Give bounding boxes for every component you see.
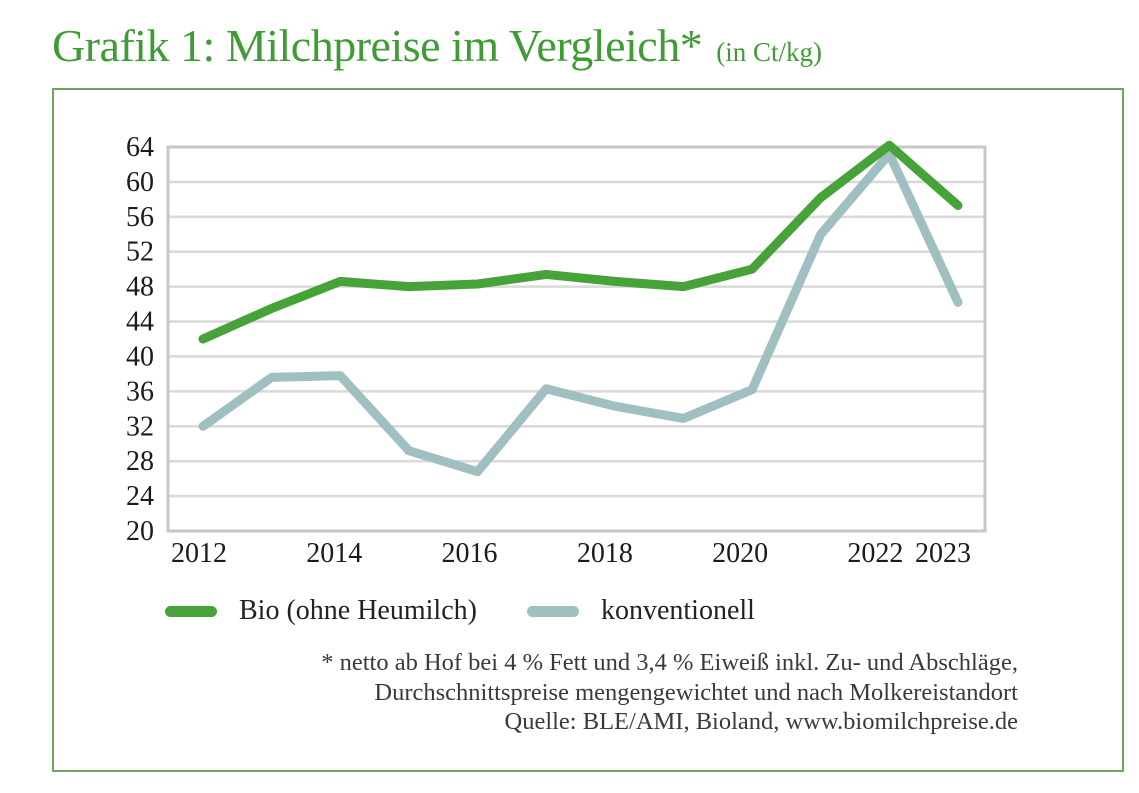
x-axis-label: 2020 <box>712 538 768 569</box>
y-axis-label: 60 <box>126 167 154 198</box>
y-axis-label: 28 <box>126 446 154 477</box>
legend-label-konventionell: konventionell <box>600 595 755 626</box>
y-axis-label: 52 <box>126 237 154 268</box>
footnote-line-1: * netto ab Hof bei 4 % Fett und 3,4 % Ei… <box>321 649 1018 676</box>
series-line-konventionell <box>198 149 963 477</box>
legend-item-konventionell: konventionell <box>526 595 755 627</box>
y-axis-label: 48 <box>126 272 154 303</box>
y-axis-label: 20 <box>126 516 154 547</box>
x-axis-label: 2018 <box>577 538 633 569</box>
chart-unit-label: (in Ct/kg) <box>716 37 822 67</box>
series-line-bio <box>198 140 963 344</box>
y-axis-label: 24 <box>126 481 154 512</box>
chart-legend: Bio (ohne Heumilch) konventionell <box>165 595 755 627</box>
y-axis-label: 40 <box>126 341 154 372</box>
legend-swatch-konventionell <box>526 605 579 617</box>
y-axis-label: 44 <box>126 307 154 338</box>
legend-item-bio: Bio (ohne Heumilch) <box>165 595 477 627</box>
footnote-line-3: Quelle: BLE/AMI, Bioland, www.biomilchpr… <box>504 708 1019 735</box>
chart-footnote: * netto ab Hof bei 4 % Fett und 3,4 % Ei… <box>321 648 1018 737</box>
legend-label-bio: Bio (ohne Heumilch) <box>239 595 477 626</box>
x-axis-label: 2014 <box>306 538 362 569</box>
x-axis-label: 2016 <box>442 538 498 569</box>
y-axis-label: 64 <box>126 132 154 163</box>
x-axis-label: 2012 <box>171 538 227 569</box>
page-title: Grafik 1: Milchpreise im Vergleich* (in … <box>52 20 822 72</box>
y-axis-label: 56 <box>126 202 154 233</box>
y-axis-label: 36 <box>126 376 154 407</box>
x-axis-label: 2023 <box>915 538 971 569</box>
y-axis-label: 32 <box>126 411 154 442</box>
plot-area <box>166 145 987 533</box>
x-axis-label: 2022 <box>847 538 903 569</box>
chart-title: Grafik 1: Milchpreise im Vergleich* <box>52 20 703 71</box>
footnote-line-2: Durchschnittspreise mengengewichtet und … <box>374 678 1018 706</box>
legend-swatch-bio <box>165 605 217 617</box>
